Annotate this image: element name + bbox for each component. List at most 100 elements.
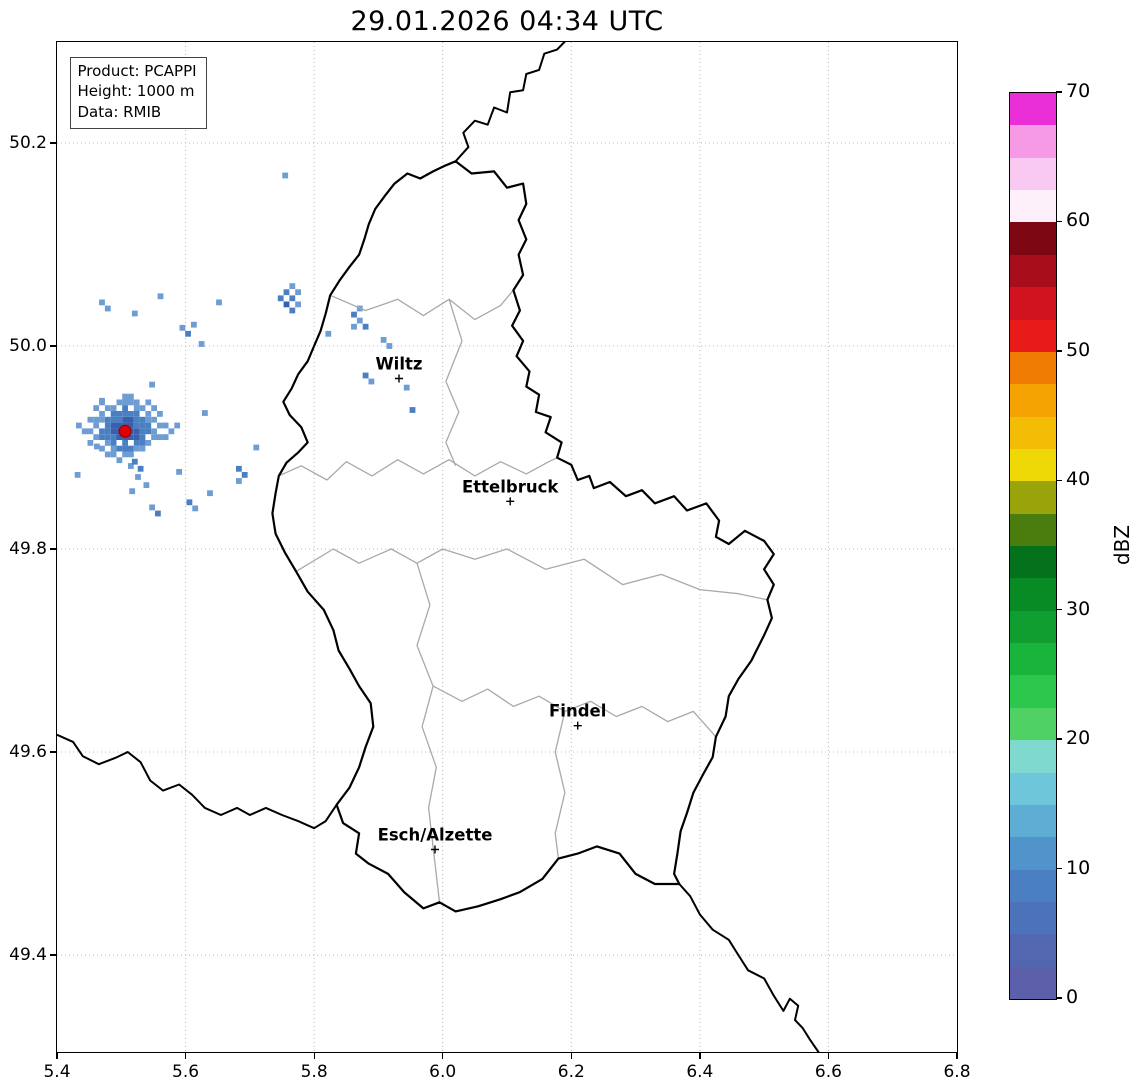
radar-echo-cell [116, 433, 122, 440]
x-tick-label: 6.6 [814, 1062, 842, 1082]
radar-echo-cell [283, 288, 289, 295]
radar-echo-cell [110, 445, 116, 451]
radar-echo-cell [191, 505, 198, 511]
radar-echo-cell [127, 451, 134, 457]
radar-echo-cell [92, 404, 99, 411]
x-tick-label: 5.6 [172, 1062, 200, 1082]
radar-echo-cell [148, 504, 155, 510]
radar-echo-cell [173, 422, 180, 428]
radar-echo-cell [127, 399, 134, 405]
radar-echo-cell [74, 471, 80, 478]
radar-echo-cell [104, 416, 111, 423]
radar-echo-cell [294, 288, 301, 295]
radar-echo-cell [162, 433, 168, 440]
radar-echo-cell [350, 323, 357, 330]
radar-echo-cell [150, 433, 157, 440]
radar-echo-cell [127, 445, 134, 451]
radar-echo-cell [98, 416, 105, 423]
radar-echo-cell [288, 294, 295, 301]
radar-echo-cell [110, 404, 116, 411]
map-svg: Wiltz Ettelbruck Findel Esch/Alzette [56, 41, 957, 1052]
radar-echo-cell [277, 294, 284, 301]
radar-echo-cell [157, 292, 163, 299]
radar-echo-cell [356, 317, 363, 323]
radar-echo-cell [116, 456, 122, 463]
x-tick-label: 6.2 [557, 1062, 585, 1082]
radar-echo-cell [201, 409, 208, 416]
radar-echo-cell [104, 451, 111, 457]
radar-echo-cell [121, 451, 128, 457]
colorbar-segment [1010, 481, 1056, 514]
district-border [415, 562, 440, 902]
radar-echo-cell [110, 422, 116, 428]
radar-echo-cell [156, 433, 163, 440]
radar-echo-cell [98, 427, 105, 434]
city-label: Findel [549, 701, 606, 720]
radar-echo-cell [121, 416, 128, 423]
y-tickmark [50, 345, 56, 347]
colorbar-tick-label: 30 [1066, 597, 1091, 620]
radar-echo-cell [144, 439, 151, 446]
radar-echo-cell [144, 422, 151, 428]
info-data-source: Data: RMIB [77, 102, 162, 121]
radar-echo-cell [156, 410, 163, 417]
radar-echo-cell [116, 416, 122, 423]
radar-echo-cell [288, 282, 295, 289]
x-tickmark [442, 1053, 444, 1059]
x-tickmark [184, 1053, 187, 1059]
radar-echo-cell [362, 372, 368, 378]
city-marker [505, 496, 514, 505]
radar-echo-cell [288, 307, 295, 313]
radar-echo-cell [154, 510, 161, 516]
radar-echo-cell [127, 462, 134, 469]
radar-echo-cell [98, 433, 105, 440]
radar-echo-cell [110, 416, 116, 423]
radar-site-marker [118, 424, 132, 438]
radar-echo-cell [98, 299, 105, 305]
radar-echo-cell [362, 323, 368, 330]
radar-echo-cell [139, 427, 145, 434]
radar-echo-cell [133, 422, 140, 428]
colorbar-segment [1010, 125, 1056, 158]
radar-echo-cell [133, 445, 140, 451]
border-france-germany [678, 882, 820, 1052]
radar-echo-cell [127, 433, 134, 440]
radar-echo-cell [198, 340, 204, 347]
radar-echo-cell [139, 422, 145, 428]
colorbar-segment [1010, 351, 1056, 385]
city-label: Ettelbruck [462, 477, 559, 496]
radar-echo-cell [104, 422, 111, 428]
radar-echo-cell [133, 399, 140, 405]
border-france-belgium [56, 733, 337, 829]
radar-echo-cell [121, 445, 128, 451]
colorbar-segment [1010, 157, 1056, 191]
country-border-luxembourg [270, 159, 775, 912]
radar-echo-cell [87, 416, 93, 423]
y-tick-label: 50.0 [9, 336, 47, 356]
info-product: Product: PCAPPI [77, 61, 197, 80]
radar-echo-cell [127, 410, 134, 417]
radar-echo-cell [121, 439, 128, 446]
colorbar-tickmark [1056, 997, 1063, 999]
radar-echo-cell [104, 433, 111, 440]
colorbar-tickmark [1056, 220, 1063, 223]
radar-echo-cell [133, 410, 140, 417]
border-belgium-germany [454, 41, 566, 162]
radar-echo-cell [139, 404, 145, 411]
colorbar-segment [1010, 740, 1056, 773]
x-tickmark [699, 1053, 701, 1059]
radar-echo-cell [150, 404, 157, 411]
radar-echo-cell [168, 427, 174, 434]
radar-echo-cell [75, 422, 82, 428]
radar-echo-cell [110, 433, 116, 440]
colorbar-segment [1010, 772, 1056, 805]
y-tickmark [50, 954, 56, 956]
city-label: Esch/Alzette [377, 825, 492, 844]
radar-echo-cell [104, 427, 111, 434]
radar-echo-cell [144, 410, 151, 417]
radar-echo-cell [252, 444, 259, 450]
colorbar-segment [1010, 546, 1056, 579]
radar-echo-cell [403, 384, 410, 390]
radar-echo-cell [283, 301, 289, 307]
